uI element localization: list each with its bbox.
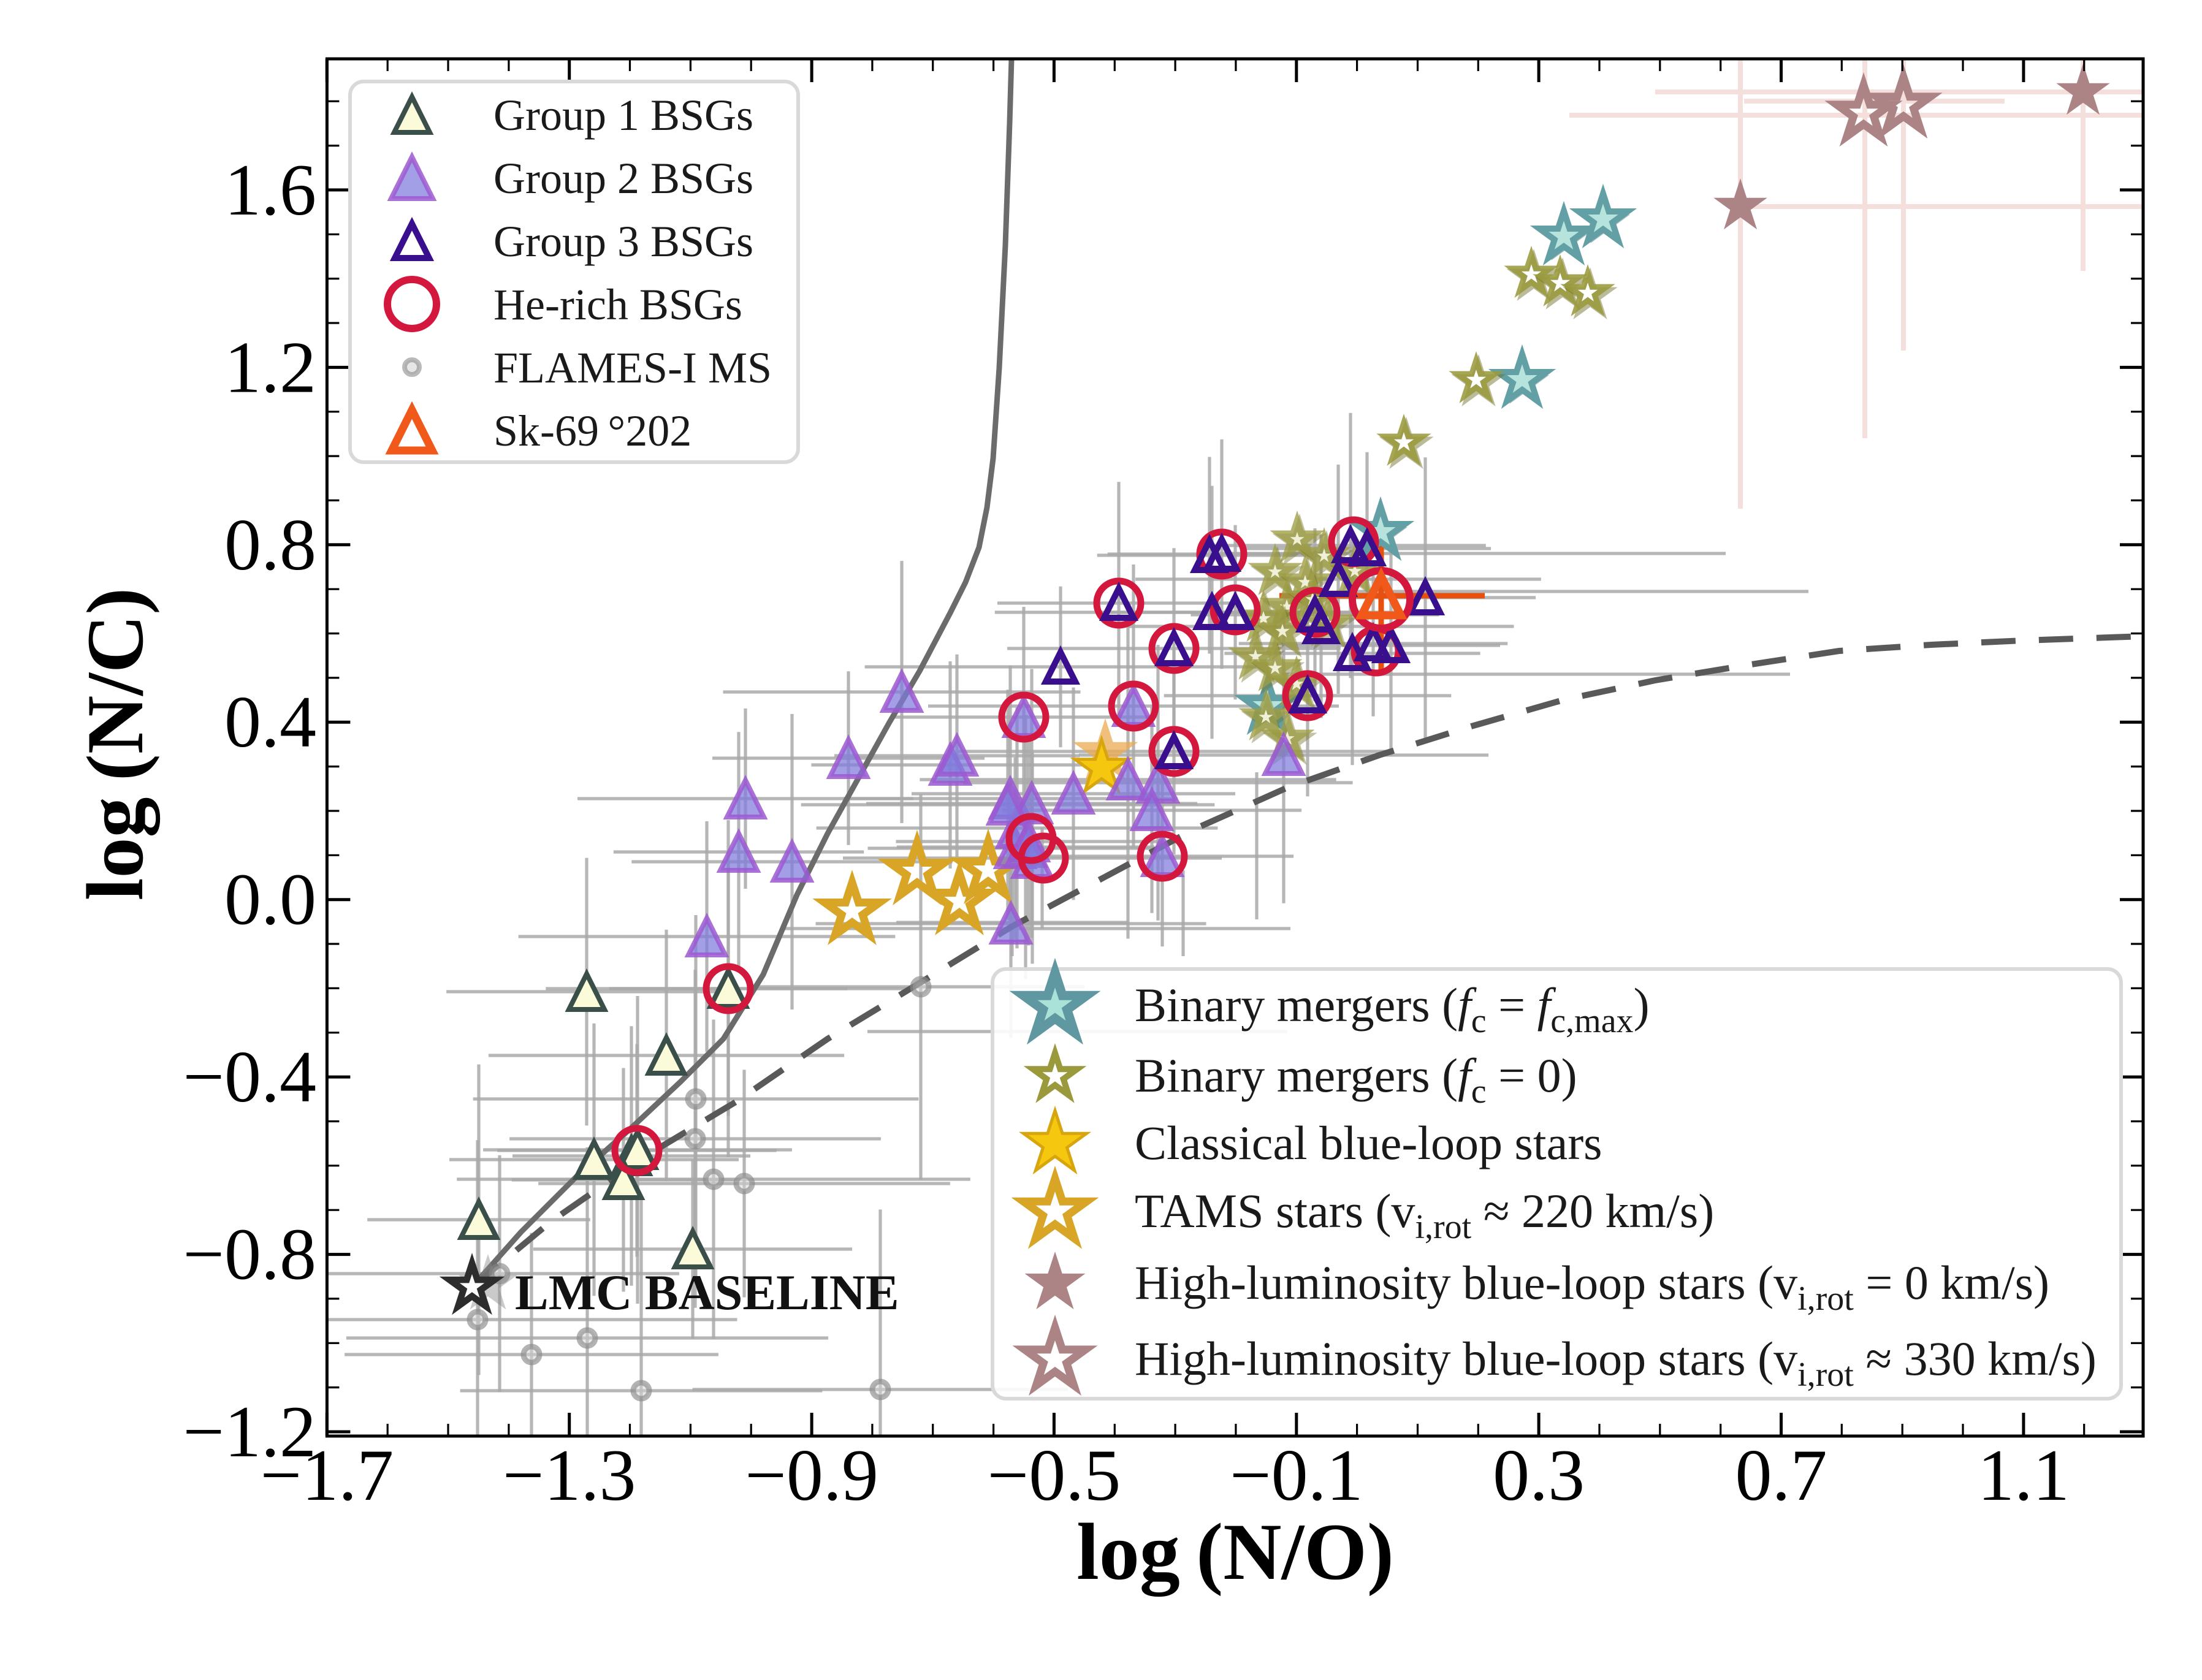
svg-text:−0.4: −0.4 — [183, 1036, 316, 1117]
svg-text:−1.3: −1.3 — [503, 1434, 636, 1516]
svg-text:High-luminosity blue-loop star: High-luminosity blue-loop stars (vi,rot … — [1135, 1256, 2049, 1318]
svg-text:FLAMES-I MS: FLAMES-I MS — [493, 343, 772, 392]
svg-text:1.6: 1.6 — [224, 149, 316, 230]
svg-text:Group 2 BSGs: Group 2 BSGs — [493, 154, 753, 203]
svg-text:0.7: 0.7 — [1735, 1434, 1827, 1516]
svg-text:Group 3 BSGs: Group 3 BSGs — [493, 217, 753, 266]
svg-text:0.0: 0.0 — [224, 859, 316, 940]
svg-text:LMC BASELINE: LMC BASELINE — [515, 1264, 899, 1320]
svg-text:High-luminosity blue-loop star: High-luminosity blue-loop stars (vi,rot … — [1135, 1332, 2097, 1394]
svg-text:log (N/O): log (N/O) — [1076, 1507, 1394, 1597]
svg-text:He-rich BSGs: He-rich BSGs — [493, 280, 742, 329]
svg-text:Classical blue-loop stars: Classical blue-loop stars — [1135, 1116, 1602, 1169]
svg-text:−0.9: −0.9 — [745, 1434, 878, 1516]
svg-text:TAMS stars (vi,rot ≈ 220 km/s): TAMS stars (vi,rot ≈ 220 km/s) — [1135, 1184, 1714, 1246]
svg-text:−1.2: −1.2 — [183, 1391, 316, 1472]
svg-text:Group 1 BSGs: Group 1 BSGs — [493, 91, 753, 140]
svg-text:Binary mergers (fc = 0): Binary mergers (fc = 0) — [1135, 1049, 1577, 1111]
svg-text:0.4: 0.4 — [224, 681, 316, 762]
svg-text:−0.8: −0.8 — [183, 1214, 316, 1295]
svg-text:−1.7: −1.7 — [260, 1434, 394, 1516]
svg-text:−0.1: −0.1 — [1230, 1434, 1363, 1516]
svg-text:1.2: 1.2 — [224, 326, 316, 408]
svg-text:log (N/C): log (N/C) — [70, 588, 160, 900]
svg-text:Sk-69 °202: Sk-69 °202 — [493, 406, 691, 455]
svg-text:1.1: 1.1 — [1978, 1434, 2070, 1516]
svg-text:0.3: 0.3 — [1493, 1434, 1585, 1516]
svg-text:0.8: 0.8 — [224, 504, 316, 585]
svg-text:Binary mergers (fc = fc,max): Binary mergers (fc = fc,max) — [1135, 978, 1650, 1040]
svg-text:−0.5: −0.5 — [988, 1434, 1121, 1516]
